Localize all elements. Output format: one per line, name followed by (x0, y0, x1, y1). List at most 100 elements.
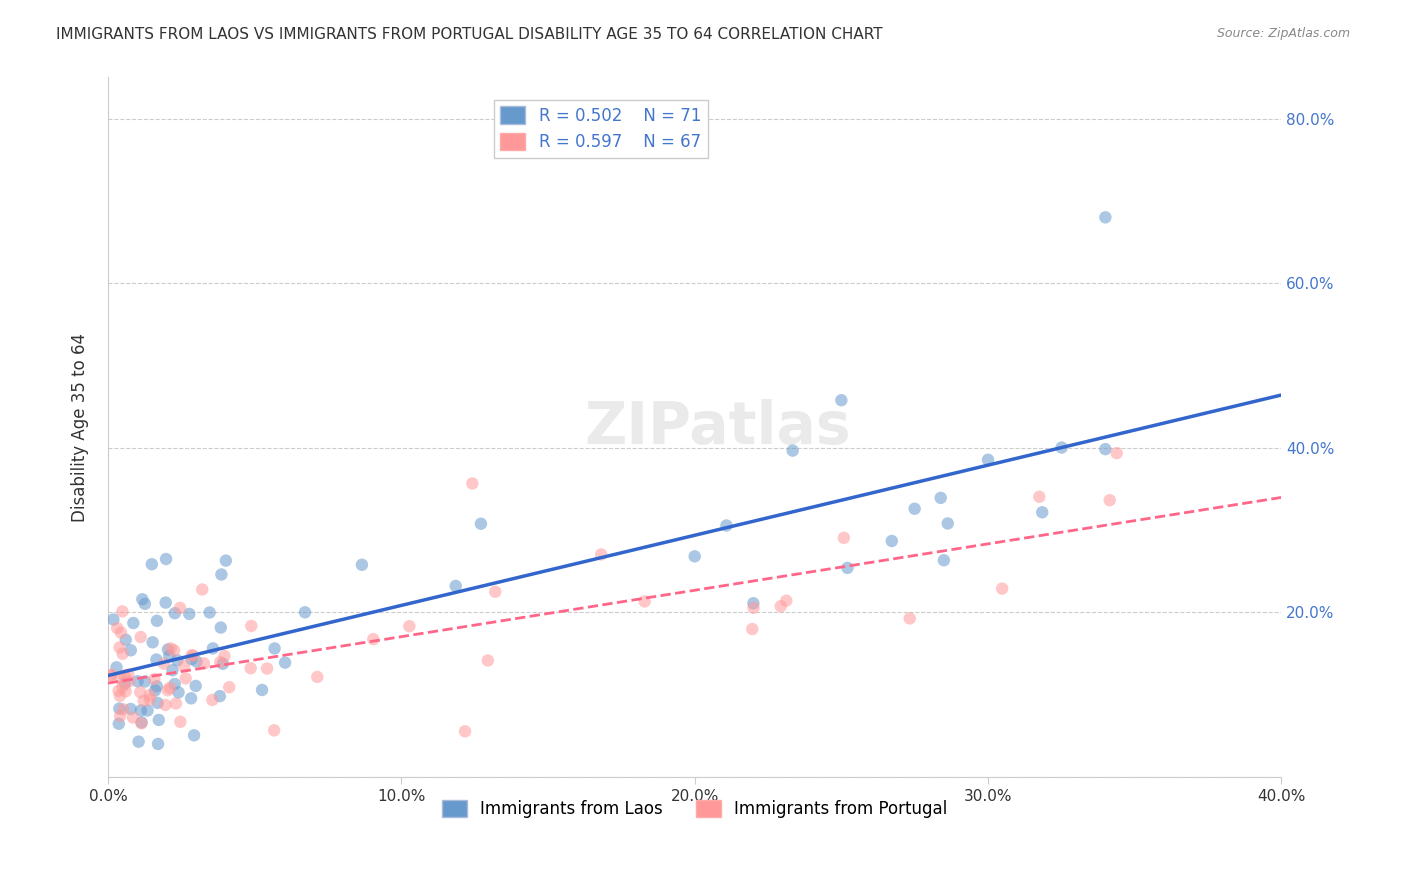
Immigrants from Portugal (112, 702, 135, 716)
Immigrants from Laos (294, 605, 316, 619)
Immigrants from Portugal (193, 657, 215, 671)
Immigrants from Laos (166, 653, 188, 667)
Immigrants from Laos (179, 607, 201, 621)
Immigrants from Laos (146, 696, 169, 710)
Immigrants from Laos (155, 552, 177, 566)
Immigrants from Laos (180, 652, 202, 666)
Immigrants from Laos (146, 614, 169, 628)
Immigrants from Laos (880, 533, 903, 548)
Immigrants from Portugal (155, 698, 177, 712)
Immigrants from Laos (129, 703, 152, 717)
Immigrants from Laos (167, 685, 190, 699)
Immigrants from Portugal (1028, 490, 1050, 504)
Immigrants from Laos (180, 691, 202, 706)
Immigrants from Portugal (201, 693, 224, 707)
Immigrants from Laos (163, 677, 186, 691)
Immigrants from Laos (136, 704, 159, 718)
Immigrants from Portugal (112, 668, 135, 682)
Immigrants from Laos (141, 558, 163, 572)
Immigrants from Portugal (110, 625, 132, 640)
Immigrants from Portugal (165, 697, 187, 711)
Immigrants from Portugal (181, 648, 204, 663)
Immigrants from Portugal (169, 601, 191, 615)
Immigrants from Laos (470, 516, 492, 531)
Immigrants from Portugal (100, 668, 122, 682)
Immigrants from Portugal (129, 685, 152, 699)
Immigrants from Portugal (110, 709, 132, 723)
Immigrants from Portugal (991, 582, 1014, 596)
Immigrants from Laos (215, 553, 238, 567)
Immigrants from Laos (977, 452, 1000, 467)
Y-axis label: Disability Age 35 to 64: Disability Age 35 to 64 (72, 333, 89, 522)
Immigrants from Portugal (107, 684, 129, 698)
Immigrants from Portugal (160, 641, 183, 656)
Immigrants from Laos (250, 683, 273, 698)
Immigrants from Portugal (163, 643, 186, 657)
Immigrants from Laos (209, 567, 232, 582)
Immigrants from Portugal (139, 692, 162, 706)
Immigrants from Portugal (218, 680, 240, 694)
Immigrants from Laos (209, 621, 232, 635)
Immigrants from Laos (444, 579, 467, 593)
Immigrants from Laos (148, 713, 170, 727)
Immigrants from Portugal (108, 640, 131, 655)
Immigrants from Portugal (169, 714, 191, 729)
Immigrants from Portugal (1098, 493, 1121, 508)
Immigrants from Portugal (114, 684, 136, 698)
Immigrants from Laos (932, 553, 955, 567)
Immigrants from Portugal (105, 621, 128, 635)
Immigrants from Laos (157, 648, 180, 663)
Immigrants from Laos (274, 656, 297, 670)
Immigrants from Portugal (153, 657, 176, 671)
Immigrants from Portugal (180, 648, 202, 663)
Immigrants from Portugal (363, 632, 385, 647)
Legend: Immigrants from Laos, Immigrants from Portugal: Immigrants from Laos, Immigrants from Po… (434, 793, 955, 824)
Immigrants from Laos (103, 612, 125, 626)
Immigrants from Laos (162, 663, 184, 677)
Immigrants from Laos (782, 443, 804, 458)
Immigrants from Laos (837, 561, 859, 575)
Immigrants from Laos (107, 716, 129, 731)
Immigrants from Portugal (240, 619, 263, 633)
Immigrants from Laos (127, 674, 149, 689)
Immigrants from Laos (742, 596, 765, 610)
Immigrants from Portugal (111, 680, 134, 694)
Immigrants from Laos (198, 606, 221, 620)
Immigrants from Laos (936, 516, 959, 531)
Immigrants from Portugal (117, 667, 139, 681)
Immigrants from Laos (114, 632, 136, 647)
Immigrants from Portugal (111, 604, 134, 618)
Immigrants from Portugal (118, 674, 141, 689)
Immigrants from Laos (212, 657, 235, 671)
Immigrants from Portugal (209, 655, 232, 669)
Text: IMMIGRANTS FROM LAOS VS IMMIGRANTS FROM PORTUGAL DISABILITY AGE 35 TO 64 CORRELA: IMMIGRANTS FROM LAOS VS IMMIGRANTS FROM … (56, 27, 883, 42)
Immigrants from Portugal (239, 661, 262, 675)
Immigrants from Portugal (307, 670, 329, 684)
Immigrants from Portugal (477, 653, 499, 667)
Immigrants from Laos (134, 674, 156, 689)
Immigrants from Laos (142, 635, 165, 649)
Immigrants from Laos (683, 549, 706, 564)
Immigrants from Portugal (159, 681, 181, 695)
Immigrants from Portugal (132, 694, 155, 708)
Immigrants from Laos (1050, 441, 1073, 455)
Immigrants from Portugal (769, 599, 792, 614)
Immigrants from Laos (120, 702, 142, 716)
Immigrants from Portugal (108, 671, 131, 685)
Immigrants from Laos (201, 641, 224, 656)
Immigrants from Laos (114, 676, 136, 690)
Immigrants from Laos (155, 596, 177, 610)
Immigrants from Laos (1094, 442, 1116, 457)
Immigrants from Portugal (143, 672, 166, 686)
Immigrants from Portugal (131, 716, 153, 731)
Immigrants from Laos (184, 679, 207, 693)
Immigrants from Portugal (1105, 446, 1128, 460)
Immigrants from Portugal (122, 710, 145, 724)
Immigrants from Laos (1094, 211, 1116, 225)
Immigrants from Portugal (139, 688, 162, 702)
Immigrants from Laos (163, 606, 186, 620)
Immigrants from Laos (716, 518, 738, 533)
Immigrants from Portugal (461, 476, 484, 491)
Immigrants from Portugal (484, 584, 506, 599)
Immigrants from Portugal (173, 659, 195, 673)
